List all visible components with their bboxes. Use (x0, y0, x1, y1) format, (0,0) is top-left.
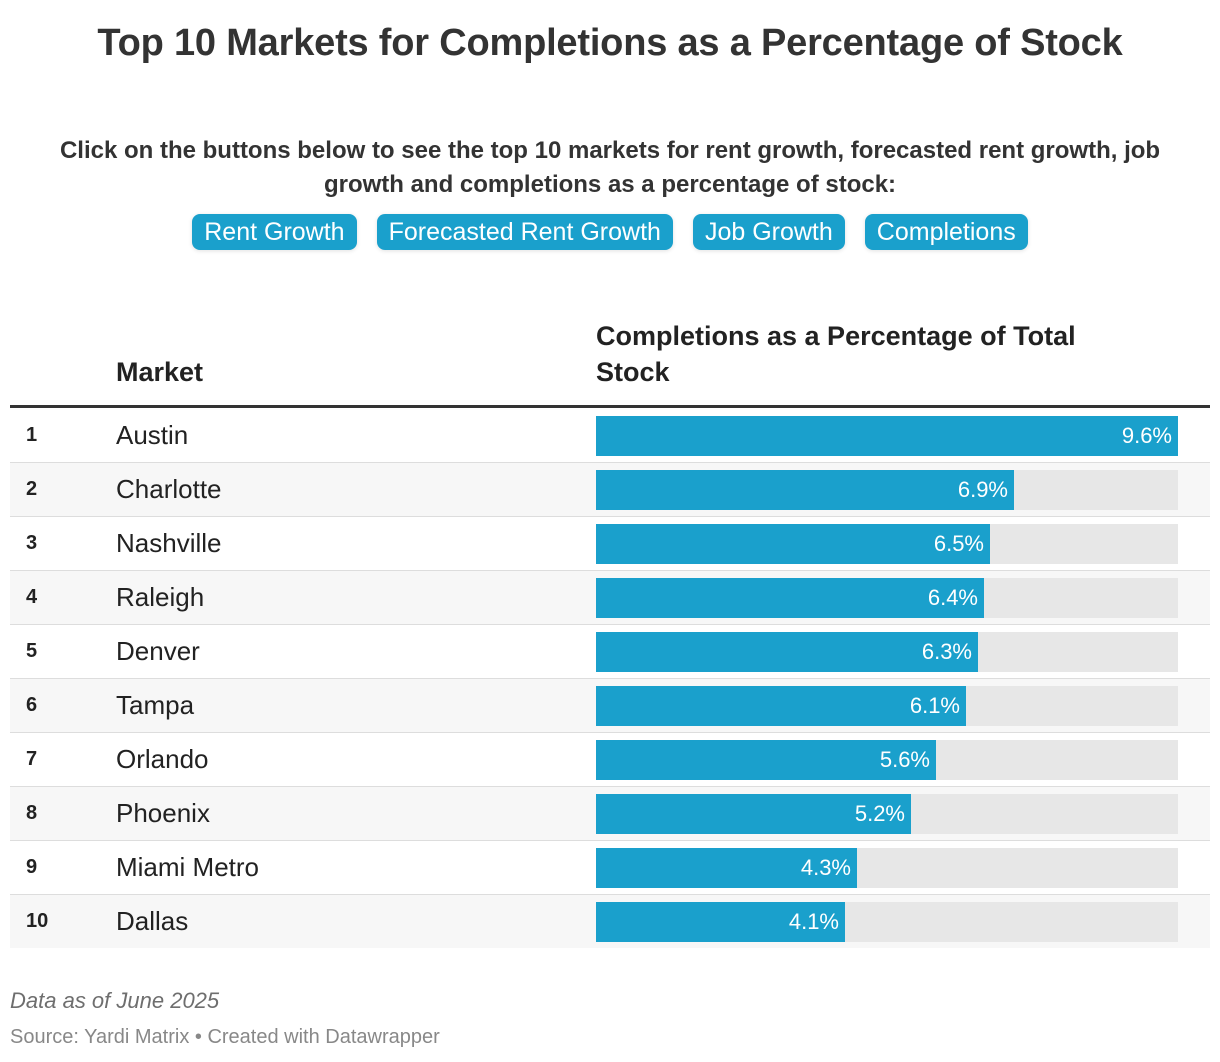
bar-value-label: 4.3% (800, 855, 851, 880)
market-name: Phoenix (116, 798, 210, 828)
job-growth-button[interactable]: Job Growth (692, 214, 845, 250)
bar: 9.6% (596, 416, 1178, 456)
rank-label: 6 (26, 694, 38, 716)
market-name: Orlando (116, 744, 209, 774)
rank-label: 8 (26, 802, 38, 824)
market-column-header: Market (116, 357, 204, 387)
bar-track: 6.4% (596, 578, 1178, 618)
bar: 5.6% (596, 740, 936, 780)
market-name: Nashville (116, 528, 222, 558)
rank-label: 4 (26, 586, 38, 608)
table-row: 10 Dallas 4.1% (10, 895, 1210, 948)
header-divider (10, 405, 1210, 408)
table-row: 7 Orlando 5.6% (10, 733, 1210, 787)
bar-value-label: 4.1% (788, 909, 839, 934)
bar: 4.1% (596, 902, 845, 942)
intro-text: Click on the buttons below to see the to… (59, 137, 1161, 198)
rank-label: 9 (26, 856, 38, 878)
table-row: 2 Charlotte 6.9% (10, 463, 1210, 517)
market-name: Charlotte (116, 474, 222, 504)
bar-track: 9.6% (596, 416, 1178, 456)
bar-value-label: 6.5% (933, 531, 984, 556)
bar-value-label: 6.1% (909, 693, 960, 718)
bar: 6.3% (596, 632, 978, 672)
table-row: 9 Miami Metro 4.3% (10, 841, 1210, 895)
bar-value-label: 5.6% (879, 747, 930, 772)
table-row: 8 Phoenix 5.2% (10, 787, 1210, 841)
table-row: 3 Nashville 6.5% (10, 517, 1210, 571)
rank-label: 2 (26, 478, 38, 500)
rank-label: 3 (26, 532, 38, 554)
rank-label: 5 (26, 640, 38, 662)
market-name: Raleigh (116, 582, 205, 612)
bar: 4.3% (596, 848, 857, 888)
bar: 5.2% (596, 794, 911, 834)
bar-track: 4.1% (596, 902, 1178, 942)
bar-value-label: 6.4% (927, 585, 978, 610)
rank-label: 1 (26, 424, 38, 446)
bar-value-label: 6.9% (957, 477, 1008, 502)
market-name: Dallas (116, 906, 189, 936)
bar: 6.5% (596, 524, 990, 564)
source-credit: Source: Yardi Matrix • Created with Data… (10, 1026, 440, 1048)
rank-label: 10 (26, 910, 49, 932)
table-row: 1 Austin 9.6% (10, 409, 1210, 463)
rank-label: 7 (26, 748, 38, 770)
bar-track: 5.6% (596, 740, 1178, 780)
completions-button[interactable]: Completions (864, 214, 1028, 250)
bar-track: 6.1% (596, 686, 1178, 726)
bar-value-label: 5.2% (854, 801, 905, 826)
bar: 6.9% (596, 470, 1014, 510)
bar-value-label: 6.3% (921, 639, 972, 664)
market-name: Miami Metro (116, 852, 260, 882)
bar-track: 6.3% (596, 632, 1178, 672)
page-title: Top 10 Markets for Completions as a Perc… (97, 22, 1123, 64)
market-table: 1 Austin 9.6% 2 Charlotte 6.9% 3 Nashville 6.5% 4… (10, 409, 1210, 948)
bar: 6.1% (596, 686, 966, 726)
table-row: 4 Raleigh 6.4% (10, 571, 1210, 625)
rent-growth-button[interactable]: Rent Growth (192, 214, 357, 250)
metric-column-header: Completions as a Percentage of Total Sto… (596, 321, 1076, 387)
table-row: 5 Denver 6.3% (10, 625, 1210, 679)
bar-track: 6.5% (596, 524, 1178, 564)
metric-button-group: Rent Growth Forecasted Rent Growth Job G… (0, 214, 1220, 250)
market-name: Tampa (116, 690, 195, 720)
bar-track: 6.9% (596, 470, 1178, 510)
bar: 6.4% (596, 578, 984, 618)
data-date-note: Data as of June 2025 (10, 988, 220, 1013)
bar-track: 4.3% (596, 848, 1178, 888)
forecasted-rent-growth-button[interactable]: Forecasted Rent Growth (376, 214, 673, 250)
bar-track: 5.2% (596, 794, 1178, 834)
market-name: Austin (116, 420, 189, 450)
bar-value-label: 9.6% (1121, 423, 1172, 448)
market-name: Denver (116, 636, 200, 666)
table-row: 6 Tampa 6.1% (10, 679, 1210, 733)
